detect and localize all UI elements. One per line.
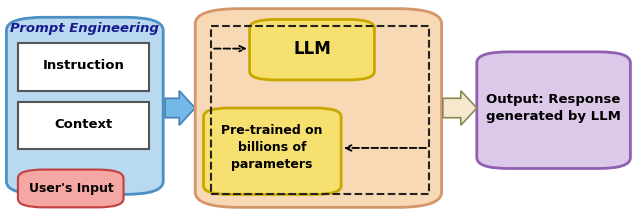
Text: User's Input: User's Input (29, 182, 113, 195)
Text: Instruction: Instruction (42, 59, 124, 72)
Text: Context: Context (54, 118, 113, 131)
FancyBboxPatch shape (18, 43, 149, 91)
FancyBboxPatch shape (477, 52, 630, 168)
FancyBboxPatch shape (195, 9, 442, 207)
Bar (211, 26, 429, 194)
Text: Prompt Engineering: Prompt Engineering (10, 22, 159, 35)
Polygon shape (443, 91, 477, 125)
FancyBboxPatch shape (250, 19, 374, 80)
Text: Pre-trained on
billions of
parameters: Pre-trained on billions of parameters (221, 124, 323, 172)
FancyBboxPatch shape (18, 170, 124, 207)
FancyBboxPatch shape (204, 108, 341, 194)
FancyBboxPatch shape (18, 102, 149, 149)
Text: LLM: LLM (294, 40, 331, 58)
Text: Output: Response
generated by LLM: Output: Response generated by LLM (486, 93, 621, 123)
Polygon shape (165, 91, 195, 125)
FancyBboxPatch shape (6, 17, 163, 194)
